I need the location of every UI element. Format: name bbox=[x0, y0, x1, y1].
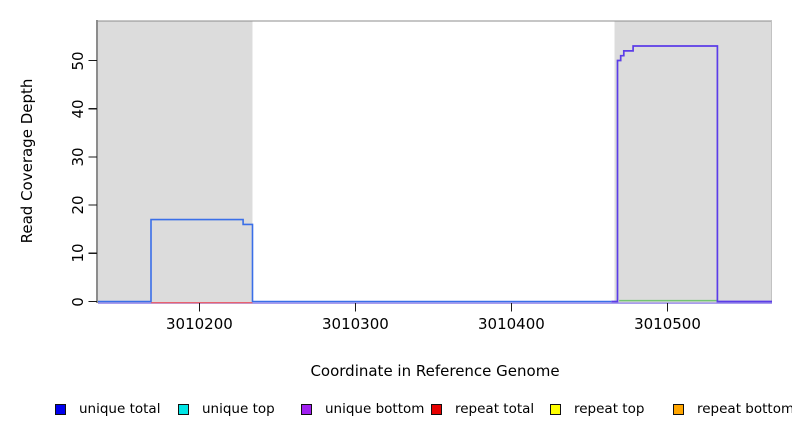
legend-item-unique-top: unique top bbox=[178, 401, 275, 417]
x-tick-label: 3010200 bbox=[165, 315, 233, 333]
y-axis-title: Read Coverage Depth bbox=[18, 78, 36, 244]
y-tick-label: 10 bbox=[69, 243, 87, 263]
y-tick-label: 40 bbox=[69, 99, 87, 119]
legend-swatch-icon bbox=[55, 403, 66, 415]
legend-swatch-icon bbox=[178, 403, 189, 415]
y-tick-label: 0 bbox=[69, 296, 87, 307]
legend-item-repeat-total: repeat total bbox=[431, 401, 534, 417]
y-tick-label: 50 bbox=[69, 50, 87, 71]
legend-swatch-icon bbox=[550, 403, 561, 415]
right-read-region bbox=[614, 21, 772, 303]
series-unique-bottom-purple bbox=[611, 45, 772, 303]
x-tick-label: 3010500 bbox=[634, 315, 701, 333]
legend-item-repeat-bottom: repeat bottom bbox=[673, 401, 792, 417]
x-tick-label: 3010400 bbox=[477, 315, 545, 333]
legend-label: unique total bbox=[79, 401, 161, 417]
legend-label: repeat total bbox=[455, 401, 535, 417]
series-unique-total-blue bbox=[98, 218, 612, 303]
legend-swatch-icon bbox=[431, 403, 442, 415]
legend-label: repeat bottom bbox=[697, 401, 792, 417]
x-axis-title: Coordinate in Reference Genome bbox=[310, 362, 560, 380]
y-tick-label: 30 bbox=[69, 147, 87, 167]
legend-label: unique top bbox=[202, 401, 275, 417]
legend-swatch-icon bbox=[301, 403, 312, 415]
legend-item-repeat-top: repeat top bbox=[550, 401, 644, 417]
legend-swatch-icon bbox=[673, 403, 684, 415]
x-tick-label: 3010300 bbox=[321, 315, 389, 333]
legend-label: unique bottom bbox=[325, 401, 425, 417]
left-read-region bbox=[98, 21, 253, 303]
legend-label: repeat top bbox=[574, 401, 645, 417]
legend-item-unique-total: unique total bbox=[55, 401, 160, 417]
legend-item-unique-bottom: unique bottom bbox=[301, 401, 424, 417]
y-tick-label: 20 bbox=[69, 195, 87, 215]
